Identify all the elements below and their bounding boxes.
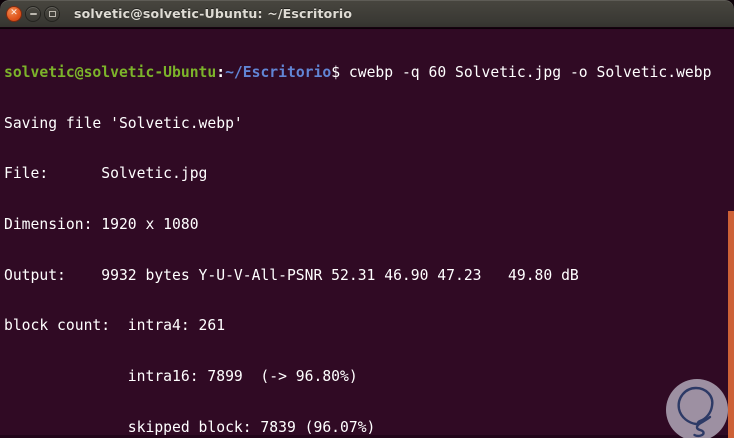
output-line: File: Solvetic.jpg bbox=[4, 165, 208, 183]
output-line: block count: intra4: 261 bbox=[4, 317, 226, 335]
close-icon: ✕ bbox=[10, 8, 18, 18]
maximize-button[interactable] bbox=[44, 5, 60, 22]
prompt-symbol: $ bbox=[331, 63, 341, 81]
maximize-icon bbox=[48, 10, 56, 17]
solvetic-lightbulb-logo bbox=[666, 379, 728, 438]
output-line: Saving file 'Solvetic.webp' bbox=[4, 114, 243, 132]
output-line: Output: 9932 bytes Y-U-V-All-PSNR 52.31 … bbox=[4, 266, 579, 284]
output-line: skipped block: 7839 (96.07%) bbox=[4, 418, 376, 436]
terminal-body[interactable]: solvetic@solvetic-Ubuntu:~/Escritorio$ c… bbox=[0, 29, 734, 438]
minimize-button[interactable] bbox=[25, 5, 41, 22]
window-controls: ✕ bbox=[6, 5, 60, 22]
prompt-path: ~/Escritorio bbox=[225, 63, 332, 81]
command-text: cwebp -q 60 Solvetic.jpg -o Solvetic.web… bbox=[340, 63, 712, 81]
window-title: solvetic@solvetic-Ubuntu: ~/Escritorio bbox=[74, 6, 353, 21]
scrollbar-thumb[interactable] bbox=[728, 211, 734, 438]
prompt-line-command: solvetic@solvetic-Ubuntu:~/Escritorio$ c… bbox=[4, 63, 734, 82]
titlebar[interactable]: ✕ solvetic@solvetic-Ubuntu: ~/Escritorio bbox=[0, 0, 734, 28]
prompt-user: solvetic@solvetic-Ubuntu bbox=[4, 63, 217, 81]
minimize-icon bbox=[29, 12, 37, 15]
prompt-separator: : bbox=[216, 63, 226, 81]
close-button[interactable]: ✕ bbox=[6, 5, 22, 22]
window-bottom-edge bbox=[0, 435, 734, 438]
output-line: Dimension: 1920 x 1080 bbox=[4, 215, 199, 233]
output-line: intra16: 7899 (-> 96.80%) bbox=[4, 368, 358, 386]
